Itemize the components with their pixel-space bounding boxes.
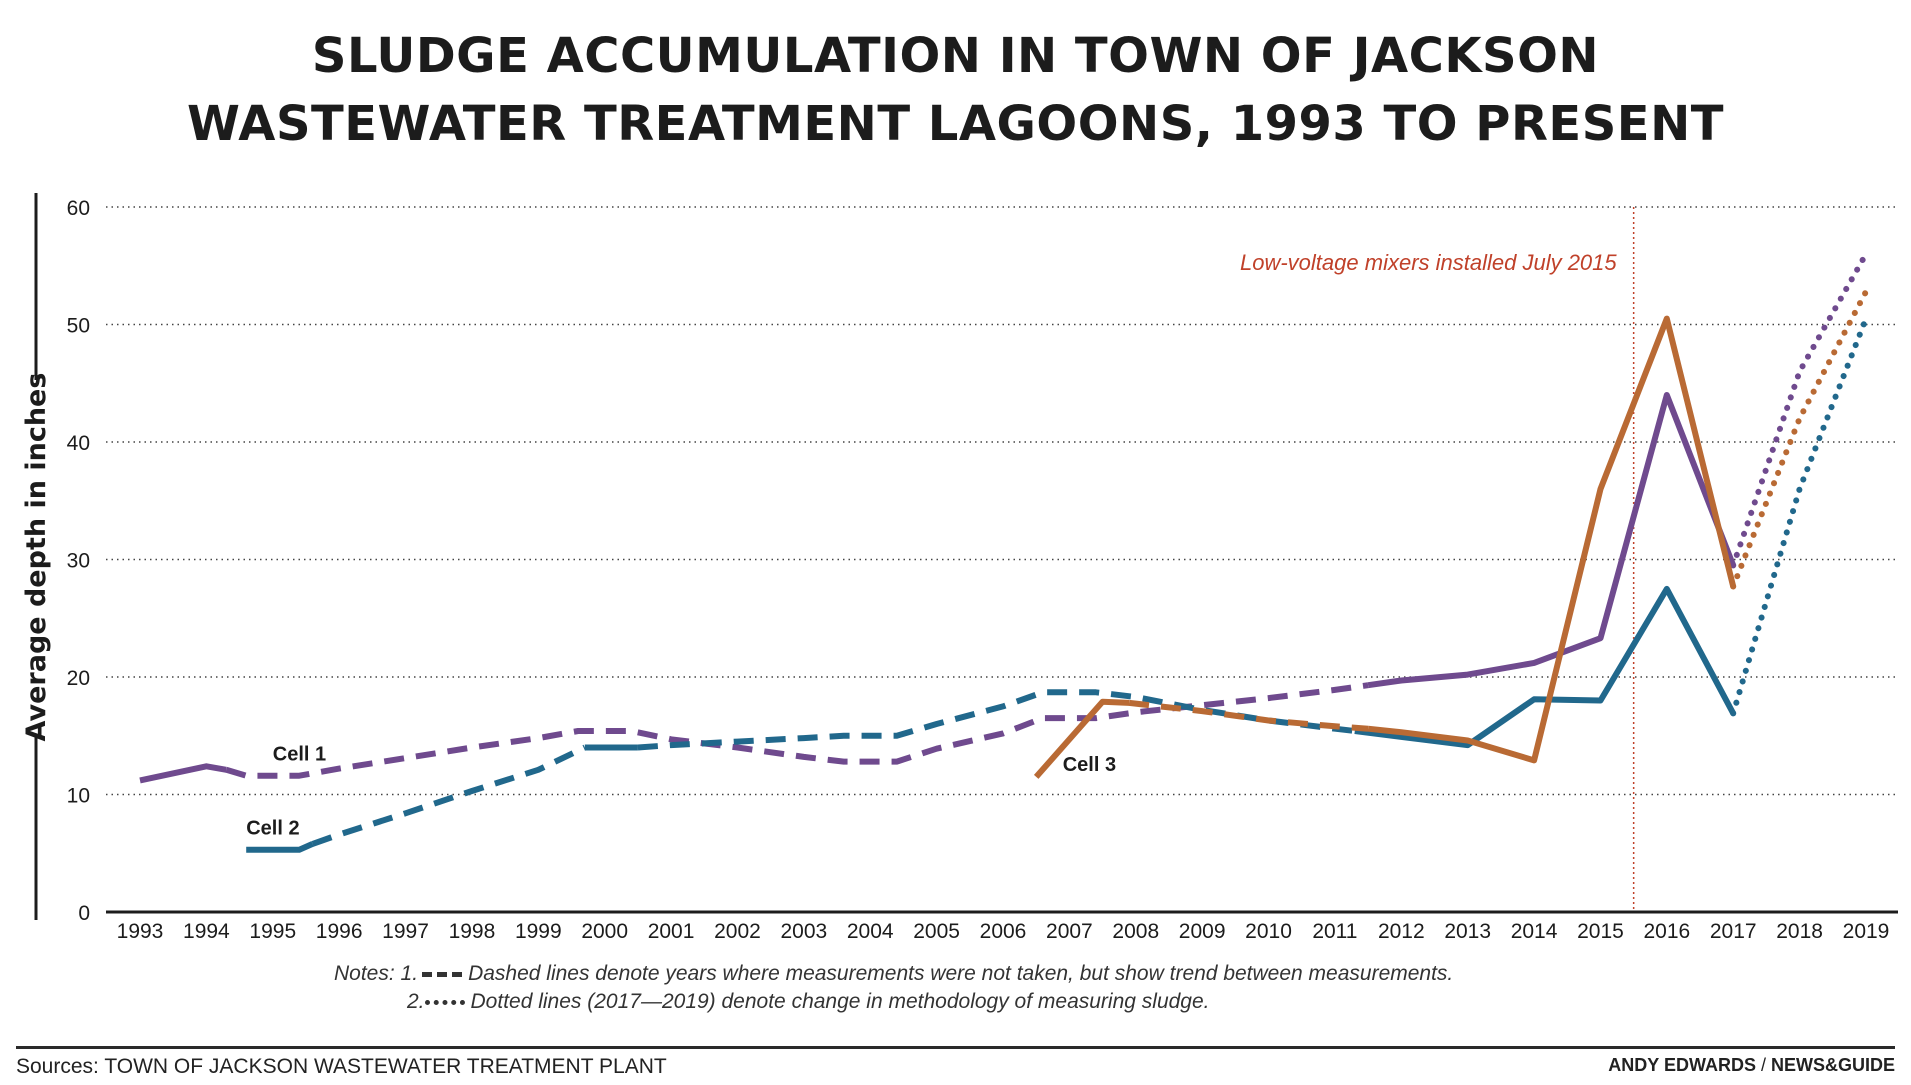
y-tick-label: 30 bbox=[67, 550, 90, 573]
dashed-line-legend-icon bbox=[422, 971, 463, 977]
series-segment-dashed bbox=[311, 744, 587, 847]
line-chart: Average depth in inches 0 10 20 30 40 50 60 19… bbox=[21, 193, 1898, 943]
series-label-cell-3: Cell 3 bbox=[1063, 754, 1116, 776]
x-tick-label: 2002 bbox=[714, 920, 761, 943]
annotation-group: Low-voltage mixers installed July 2015 bbox=[1240, 207, 1635, 912]
y-tick-label: 20 bbox=[67, 667, 90, 690]
series-segment-dotted bbox=[1730, 251, 1869, 569]
series-segment-dotted bbox=[1730, 315, 1869, 717]
y-tick-label: 10 bbox=[67, 785, 90, 808]
y-tick-label: 0 bbox=[78, 902, 90, 925]
footer-divider bbox=[16, 1046, 1895, 1049]
x-tick-label: 2014 bbox=[1511, 920, 1558, 943]
x-tick-label: 2012 bbox=[1378, 920, 1425, 943]
series-segment-solid bbox=[1033, 698, 1130, 779]
series-label-cell-2: Cell 2 bbox=[246, 817, 299, 839]
note-1-number: 1. bbox=[400, 962, 419, 985]
note-1-text: Dashed lines denote years where measurem… bbox=[468, 962, 1454, 985]
x-tick-label: 2008 bbox=[1112, 920, 1159, 943]
series-cell-3 bbox=[1033, 288, 1869, 779]
x-tick-label: 2018 bbox=[1776, 920, 1823, 943]
x-tick-label: 2001 bbox=[648, 920, 695, 943]
note-1: Notes: 1. Dashed lines denote years where… bbox=[334, 962, 1453, 986]
notes-prefix: Notes: bbox=[334, 962, 395, 985]
x-tick-label: 2007 bbox=[1046, 920, 1093, 943]
x-tick-label: 1998 bbox=[449, 920, 496, 943]
note-2-number: 2. bbox=[407, 990, 425, 1013]
series-segment-dashed bbox=[1128, 699, 1369, 732]
series-segment-dashed bbox=[225, 682, 1369, 779]
x-tick-label: 2003 bbox=[780, 920, 827, 943]
y-axis-label-group: Average depth in inches bbox=[21, 193, 52, 920]
x-tick-label: 1997 bbox=[382, 920, 429, 943]
y-axis-label: Average depth in inches bbox=[21, 373, 52, 742]
chart-title-line-2: WASTEWATER TREATMENT LAGOONS, 1993 TO PR… bbox=[187, 96, 1724, 152]
mixer-install-annotation: Low-voltage mixers installed July 2015 bbox=[1240, 250, 1617, 275]
x-tick-label: 2009 bbox=[1179, 920, 1226, 943]
x-tick-label: 1994 bbox=[183, 920, 230, 943]
chart-title-line-1: SLUDGE ACCUMULATION IN TOWN OF JACKSON bbox=[311, 28, 1600, 84]
series-segment-solid bbox=[1367, 315, 1737, 764]
x-tick-label: 2017 bbox=[1710, 920, 1757, 943]
x-tick-label: 2016 bbox=[1643, 920, 1690, 943]
x-tick-label: 2004 bbox=[847, 920, 894, 943]
x-tick-label: 2013 bbox=[1444, 920, 1491, 943]
x-tick-label: 2000 bbox=[581, 920, 628, 943]
x-tick-label: 2011 bbox=[1312, 920, 1357, 943]
series-label-cell-1: Cell 1 bbox=[273, 743, 326, 765]
series-segment-dotted bbox=[1730, 288, 1869, 590]
series-lines bbox=[139, 251, 1869, 853]
series-segment-solid bbox=[1354, 585, 1736, 749]
series-segment-solid bbox=[246, 841, 314, 853]
chart-title: SLUDGE ACCUMULATION IN TOWN OF JACKSON W… bbox=[0, 22, 1911, 158]
x-tick-label: 2015 bbox=[1577, 920, 1624, 943]
y-axis-ticks: 0 10 20 30 40 50 60 bbox=[67, 197, 90, 925]
sources-credit: Sources: TOWN OF JACKSON WASTEWATER TREA… bbox=[16, 1055, 667, 1078]
y-tick-label: 40 bbox=[67, 432, 90, 455]
x-tick-label: 1995 bbox=[249, 920, 296, 943]
series-cell-1 bbox=[139, 251, 1869, 784]
series-cell-2 bbox=[246, 315, 1869, 853]
byline-organization: NEWS&GUIDE bbox=[1770, 1055, 1895, 1075]
series-segment-solid bbox=[1367, 392, 1736, 689]
x-tick-label: 1999 bbox=[515, 920, 562, 943]
y-tick-label: 50 bbox=[67, 315, 90, 338]
x-tick-label: 2010 bbox=[1245, 920, 1292, 943]
byline-author: ANDY EDWARDS bbox=[1608, 1055, 1756, 1075]
byline-separator: / bbox=[1755, 1055, 1771, 1075]
x-axis-ticks: 1993 1994 1995 1996 1997 1998 1999 2000 2001 2002… bbox=[117, 920, 1890, 943]
dotted-line-legend-icon bbox=[424, 999, 465, 1005]
x-tick-label: 1996 bbox=[316, 920, 363, 943]
series-labels: Cell 1 Cell 2 Cell 3 bbox=[246, 743, 1116, 839]
y-tick-label: 60 bbox=[67, 197, 90, 220]
note-2: 2. Dotted lines (2017—2019) denote change… bbox=[407, 990, 1210, 1014]
series-segment-dashed bbox=[637, 689, 1356, 751]
byline: ANDY EDWARDS / NEWS&GUIDE bbox=[1608, 1055, 1895, 1076]
x-tick-label: 2006 bbox=[980, 920, 1027, 943]
x-tick-label: 2005 bbox=[913, 920, 960, 943]
x-tick-label: 1993 bbox=[117, 920, 164, 943]
x-tick-label: 2019 bbox=[1843, 920, 1890, 943]
series-segment-solid bbox=[139, 763, 227, 784]
note-2-text: Dotted lines (2017—2019) denote change i… bbox=[470, 990, 1210, 1013]
